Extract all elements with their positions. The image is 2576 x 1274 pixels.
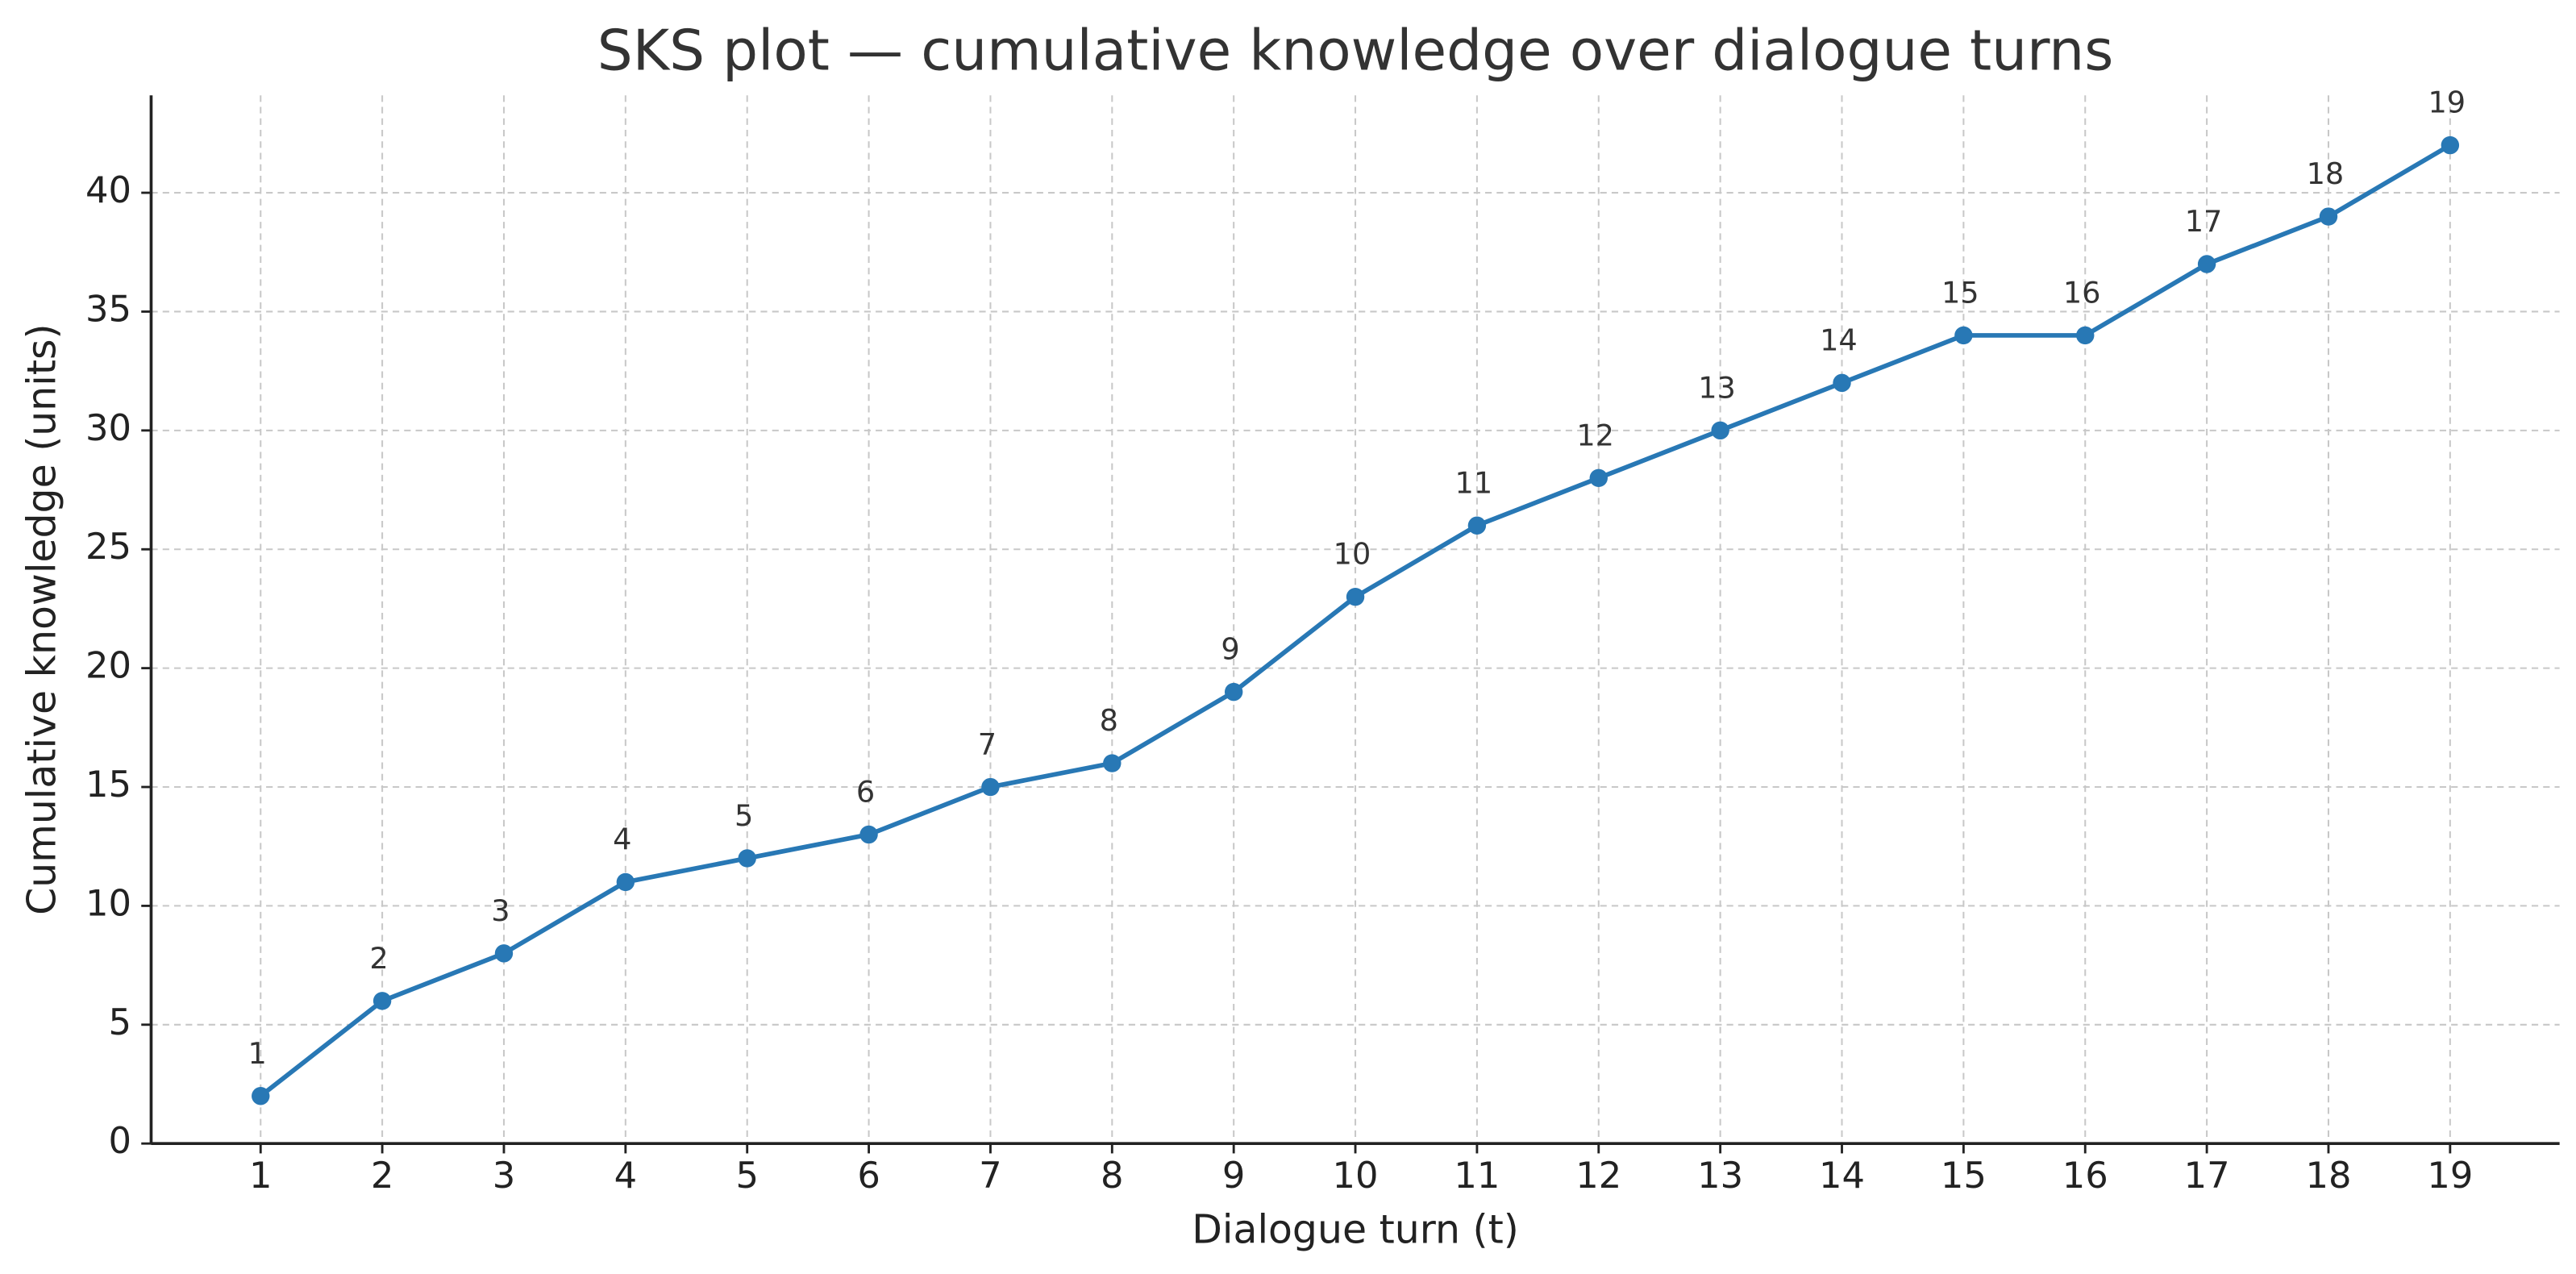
x-tick-label: 15 xyxy=(1941,1154,1987,1197)
point xyxy=(1346,587,1365,606)
x-tick-label: 9 xyxy=(1222,1154,1246,1197)
point xyxy=(1954,326,1973,345)
x-axis-label: Dialogue turn (t) xyxy=(1192,1207,1519,1253)
x-tick-label: 17 xyxy=(2184,1154,2230,1197)
point-label: 5 xyxy=(735,798,753,833)
point-label: 19 xyxy=(2428,85,2466,120)
x-tick-label: 1 xyxy=(249,1154,273,1197)
point xyxy=(738,849,756,868)
x-tick-label: 14 xyxy=(1819,1154,1865,1197)
x-tick-label: 12 xyxy=(1575,1154,1621,1197)
point-label: 9 xyxy=(1221,632,1239,667)
x-tick-label: 7 xyxy=(979,1154,1002,1197)
point-label: 13 xyxy=(1698,370,1736,405)
point-label: 3 xyxy=(491,893,510,928)
point xyxy=(2197,255,2216,273)
y-axis-label: Cumulative knowledge (units) xyxy=(19,323,65,914)
x-tick-label: 18 xyxy=(2305,1154,2351,1197)
x-tick-label: 3 xyxy=(493,1154,516,1197)
y-tick-label: 15 xyxy=(85,763,131,806)
y-tick-label: 35 xyxy=(85,287,131,330)
point xyxy=(1711,421,1729,440)
point xyxy=(252,1087,270,1105)
point xyxy=(981,777,1000,797)
point-label: 10 xyxy=(1334,537,1371,572)
line xyxy=(259,143,2452,1098)
point xyxy=(2441,135,2460,155)
x-tick-label: 19 xyxy=(2427,1154,2473,1197)
x-tick-label: 11 xyxy=(1454,1154,1500,1197)
y-tick-label: 30 xyxy=(85,406,131,449)
point xyxy=(1224,682,1243,702)
point-label: 2 xyxy=(369,941,388,976)
point-label: 6 xyxy=(856,775,875,810)
point xyxy=(616,872,635,892)
x-tick-label: 10 xyxy=(1333,1154,1379,1197)
point xyxy=(1589,468,1608,488)
point-label: 11 xyxy=(1455,465,1493,500)
point xyxy=(494,944,514,963)
x-tick-label: 5 xyxy=(735,1154,759,1197)
y-tick-label: 0 xyxy=(108,1119,131,1162)
x-tick-label: 16 xyxy=(2062,1154,2108,1197)
y-tick-label: 10 xyxy=(85,881,131,924)
x-tick-label: 13 xyxy=(1697,1154,1743,1197)
point xyxy=(1467,516,1487,535)
point-label: 7 xyxy=(978,727,997,762)
x-tick-label: 6 xyxy=(857,1154,880,1197)
point-label: 16 xyxy=(2063,275,2101,310)
point-label: 14 xyxy=(1820,323,1858,357)
x-tick-label: 4 xyxy=(614,1154,638,1197)
point-label: 12 xyxy=(1576,418,1614,452)
point-label: 8 xyxy=(1100,703,1118,738)
point-label: 17 xyxy=(2185,204,2223,239)
y-tick-label: 40 xyxy=(85,169,131,211)
point-label: 1 xyxy=(248,1036,267,1071)
x-tick-label: 8 xyxy=(1101,1154,1124,1197)
y-tick-label: 25 xyxy=(85,525,131,568)
point xyxy=(859,825,878,844)
point-label: 15 xyxy=(1941,275,1979,310)
point xyxy=(1833,373,1851,393)
point xyxy=(2319,207,2338,226)
point xyxy=(372,992,392,1010)
chart-title: SKS plot — cumulative knowledge over dia… xyxy=(597,19,2114,83)
point-label: 18 xyxy=(2307,156,2345,191)
x-tick-label: 2 xyxy=(371,1154,394,1197)
point xyxy=(2076,326,2095,345)
y-tick-label: 5 xyxy=(108,1001,131,1043)
point xyxy=(1103,754,1122,772)
y-tick-label: 20 xyxy=(85,644,131,687)
point-label: 4 xyxy=(613,822,631,856)
